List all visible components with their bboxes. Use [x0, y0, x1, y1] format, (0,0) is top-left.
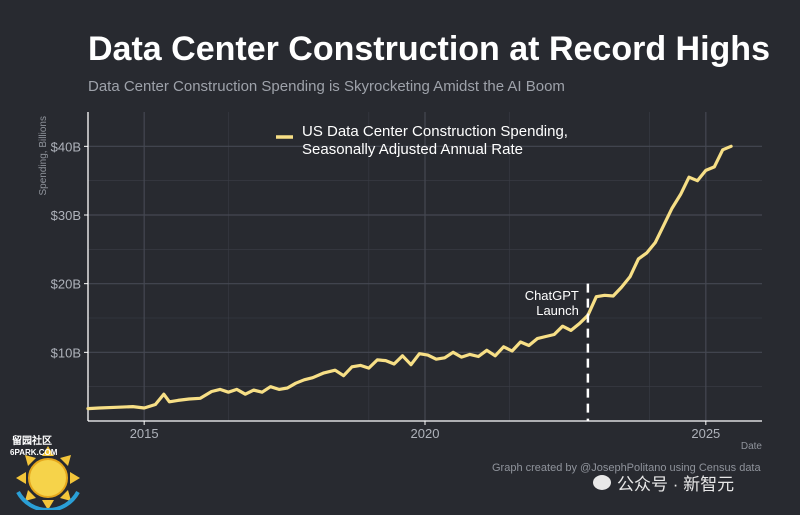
data-point	[367, 366, 370, 370]
data-point	[401, 354, 404, 357]
data-point	[612, 294, 615, 298]
data-point	[409, 363, 413, 366]
logo-text: 留园社区	[12, 436, 52, 447]
data-point	[595, 295, 598, 298]
data-point	[154, 403, 157, 406]
data-point	[544, 335, 547, 338]
data-point	[620, 285, 623, 289]
data-point	[426, 353, 429, 357]
chart-title: Data Center Construction at Record Highs	[88, 30, 770, 68]
data-point	[485, 349, 488, 352]
data-point	[187, 397, 191, 401]
x-tick-label: 2020	[411, 426, 440, 441]
y-tick-label: $10B	[51, 345, 81, 360]
legend-label-line1: US Data Center Construction Spending,	[302, 123, 568, 140]
data-point	[277, 388, 281, 391]
data-point	[729, 145, 733, 148]
data-point	[477, 355, 480, 358]
data-point	[384, 359, 387, 362]
data-point	[294, 382, 297, 385]
data-point	[687, 176, 691, 179]
data-point	[350, 365, 354, 368]
data-point	[210, 390, 213, 393]
x-axis-title: Date	[741, 441, 763, 452]
data-point	[143, 406, 146, 410]
data-point	[252, 388, 255, 392]
legend-label-line2: Seasonally Adjusted Annual Rate	[302, 141, 523, 158]
data-point	[603, 294, 606, 297]
y-tick-label: $40B	[51, 139, 81, 154]
y-tick-label: $30B	[51, 208, 81, 223]
data-point	[244, 393, 247, 396]
data-point	[376, 358, 379, 362]
data-point	[235, 388, 238, 391]
wechat-watermark-label: 公众号 · 新智元	[617, 475, 735, 494]
data-point	[721, 148, 724, 151]
data-point	[460, 355, 463, 359]
data-point	[162, 393, 165, 396]
series-line	[86, 144, 733, 411]
data-point	[168, 400, 171, 403]
site-logo: 留园社区 6PARK.COM	[4, 432, 88, 512]
data-point	[561, 325, 564, 328]
data-point	[670, 206, 674, 210]
x-tick-label: 2025	[691, 426, 720, 441]
data-point	[227, 391, 230, 394]
data-point	[637, 257, 640, 261]
data-point	[322, 371, 326, 375]
data-point	[392, 362, 396, 366]
wechat-watermark: 公众号 · 新智元	[593, 470, 734, 495]
wechat-icon	[593, 475, 611, 490]
chart-credit: Graph created by @JosephPolitano using C…	[492, 462, 761, 474]
chart-subtitle: Data Center Construction Spending is Sky…	[88, 78, 565, 95]
data-point	[628, 275, 632, 278]
data-point	[342, 374, 345, 377]
data-point	[333, 369, 337, 372]
data-point	[359, 364, 362, 367]
data-point	[303, 378, 306, 381]
data-point	[418, 352, 421, 355]
data-point	[536, 337, 539, 340]
data-point	[510, 349, 514, 353]
y-axis-title: Spending, Billions	[38, 116, 49, 196]
data-point	[269, 385, 272, 388]
data-point	[519, 340, 522, 344]
data-point	[713, 165, 716, 169]
data-point	[696, 179, 699, 182]
data-point	[578, 322, 581, 325]
data-point	[98, 406, 101, 410]
data-point	[86, 407, 90, 410]
annotation-label: ChatGPT	[525, 288, 579, 303]
data-point	[662, 224, 665, 227]
data-point	[527, 344, 531, 347]
data-point	[645, 251, 649, 254]
data-point	[451, 351, 455, 354]
data-point	[679, 193, 682, 196]
data-point	[114, 406, 118, 409]
data-point	[704, 169, 707, 172]
logo-subtext: 6PARK.COM	[10, 448, 58, 457]
data-point	[569, 329, 573, 332]
data-point	[502, 345, 505, 348]
data-point	[176, 399, 180, 402]
data-point	[435, 358, 438, 361]
y-tick-label: $20B	[51, 277, 81, 292]
data-point	[468, 353, 472, 356]
data-point	[311, 376, 314, 379]
data-point	[553, 333, 556, 336]
data-point	[494, 354, 497, 357]
data-point	[218, 388, 222, 391]
data-point	[131, 405, 135, 408]
data-point	[443, 356, 446, 359]
x-tick-label: 2015	[130, 426, 159, 441]
data-point	[260, 391, 264, 394]
annotation-label: Launch	[536, 303, 579, 318]
data-point	[654, 241, 657, 244]
data-point	[286, 386, 289, 390]
data-point	[199, 397, 202, 400]
